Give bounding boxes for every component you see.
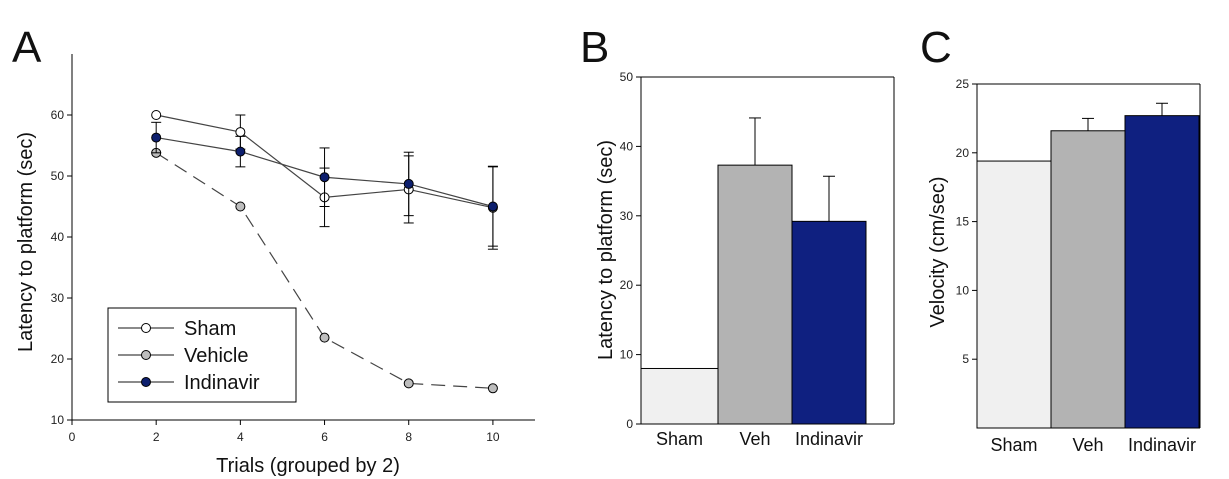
data-point-sham xyxy=(235,127,246,138)
panel-b-y-tick-label: 10 xyxy=(620,348,634,362)
legend-label-sham: Sham xyxy=(184,318,236,340)
panel-c-bar-veh xyxy=(1050,130,1126,429)
panel-b-y-ticks: 0 10 20 30 40 50 xyxy=(620,70,641,431)
series-indinavir xyxy=(151,121,498,247)
panel-c-bars: Sham Veh Indinavir xyxy=(976,102,1200,455)
panel-b-y-axis-title: Latency to platform (sec) xyxy=(595,140,617,360)
panel-a-x-tick-label: 10 xyxy=(486,430,500,444)
panel-b-category-label-indinavir: Indinavir xyxy=(795,429,863,449)
panel-a-x-tick-label: 8 xyxy=(405,430,412,444)
panel-c-bar-sham xyxy=(976,160,1052,429)
panel-b-category-label-veh: Veh xyxy=(739,429,770,449)
panel-b-bars: Sham Veh Indinavir xyxy=(640,117,867,449)
legend-marker-indinavir xyxy=(141,377,151,387)
panel-c-category-label-sham: Sham xyxy=(990,435,1037,455)
panel-b-category-label-sham: Sham xyxy=(656,429,703,449)
panel-c-y-tick-label: 15 xyxy=(956,215,970,229)
panel-a-y-tick-label: 30 xyxy=(51,291,65,305)
panel-a-x-tick-label: 2 xyxy=(153,430,160,444)
panel-a-letter: A xyxy=(12,23,42,72)
panel-c-y-tick-label: 5 xyxy=(962,352,969,366)
panel-a-y-tick-label: 20 xyxy=(51,352,65,366)
panel-b-bar-indinavir xyxy=(791,220,867,425)
panel-b-letter: B xyxy=(580,23,609,72)
panel-b-bar-veh xyxy=(717,164,793,425)
panel-b-y-tick-label: 0 xyxy=(626,417,633,431)
panel-c-bar-chart: C 5 10 15 20 25 Sham Veh Indinavir Velocity (c… xyxy=(920,23,1201,455)
panel-a-y-ticks: 10 20 30 40 50 60 xyxy=(51,108,72,427)
data-point-vehicle xyxy=(487,383,498,394)
panel-c-y-axis-title: Velocity (cm/sec) xyxy=(927,176,949,327)
panel-b-bar-sham xyxy=(640,367,719,425)
panel-b-y-tick-label: 30 xyxy=(620,209,634,223)
panel-c-y-ticks: 5 10 15 20 25 xyxy=(956,77,977,366)
legend-label-vehicle: Vehicle xyxy=(184,345,249,367)
data-point-vehicle xyxy=(403,378,414,389)
panel-a-y-tick-label: 50 xyxy=(51,169,65,183)
panel-c-letter: C xyxy=(920,23,952,72)
panel-b-bar-chart: B 0 10 20 30 40 50 Sham Veh Indinavir Latency t… xyxy=(580,23,895,449)
data-point-vehicle xyxy=(235,201,246,212)
data-point-indinavir xyxy=(403,178,414,189)
data-point-indinavir xyxy=(151,132,162,143)
data-point-indinavir xyxy=(319,172,330,183)
panel-c-y-tick-label: 20 xyxy=(956,146,970,160)
data-point-indinavir xyxy=(487,201,498,212)
data-point-indinavir xyxy=(235,146,246,157)
panel-a-line-chart: A 10 20 30 40 50 60 0 2 4 6 8 10 Trials (grouped b… xyxy=(12,23,535,477)
panel-a-y-tick-label: 10 xyxy=(51,413,65,427)
legend-marker-sham xyxy=(141,323,151,333)
data-point-sham xyxy=(151,110,162,120)
panel-a-y-tick-label: 40 xyxy=(51,230,65,244)
panel-a-x-tick-label: 6 xyxy=(321,430,328,444)
data-point-vehicle xyxy=(319,332,330,343)
panel-a-x-axis-title: Trials (grouped by 2) xyxy=(216,455,400,477)
panel-a-y-axis-title: Latency to platform (sec) xyxy=(15,132,37,352)
panel-b-y-tick-label: 40 xyxy=(620,139,634,153)
panel-a-y-tick-label: 60 xyxy=(51,108,65,122)
panel-b-y-tick-label: 20 xyxy=(620,278,634,292)
panel-c-y-tick-label: 25 xyxy=(956,77,970,91)
panel-a-x-tick-label: 4 xyxy=(237,430,244,444)
panel-a-x-tick-label: 0 xyxy=(69,430,76,444)
panel-c-y-tick-label: 10 xyxy=(956,283,970,297)
legend-marker-vehicle xyxy=(141,350,151,360)
panel-a-series xyxy=(151,110,498,394)
panel-a-legend: Sham Vehicle Indinavir xyxy=(107,307,297,403)
legend-label-indinavir: Indinavir xyxy=(184,372,260,394)
panel-c-category-label-indinavir: Indinavir xyxy=(1128,435,1196,455)
panel-a-x-ticks: 0 2 4 6 8 10 xyxy=(69,420,500,444)
panel-c-category-label-veh: Veh xyxy=(1072,435,1103,455)
panel-c-bar-indinavir xyxy=(1124,115,1200,429)
panel-b-y-tick-label: 50 xyxy=(620,70,634,84)
